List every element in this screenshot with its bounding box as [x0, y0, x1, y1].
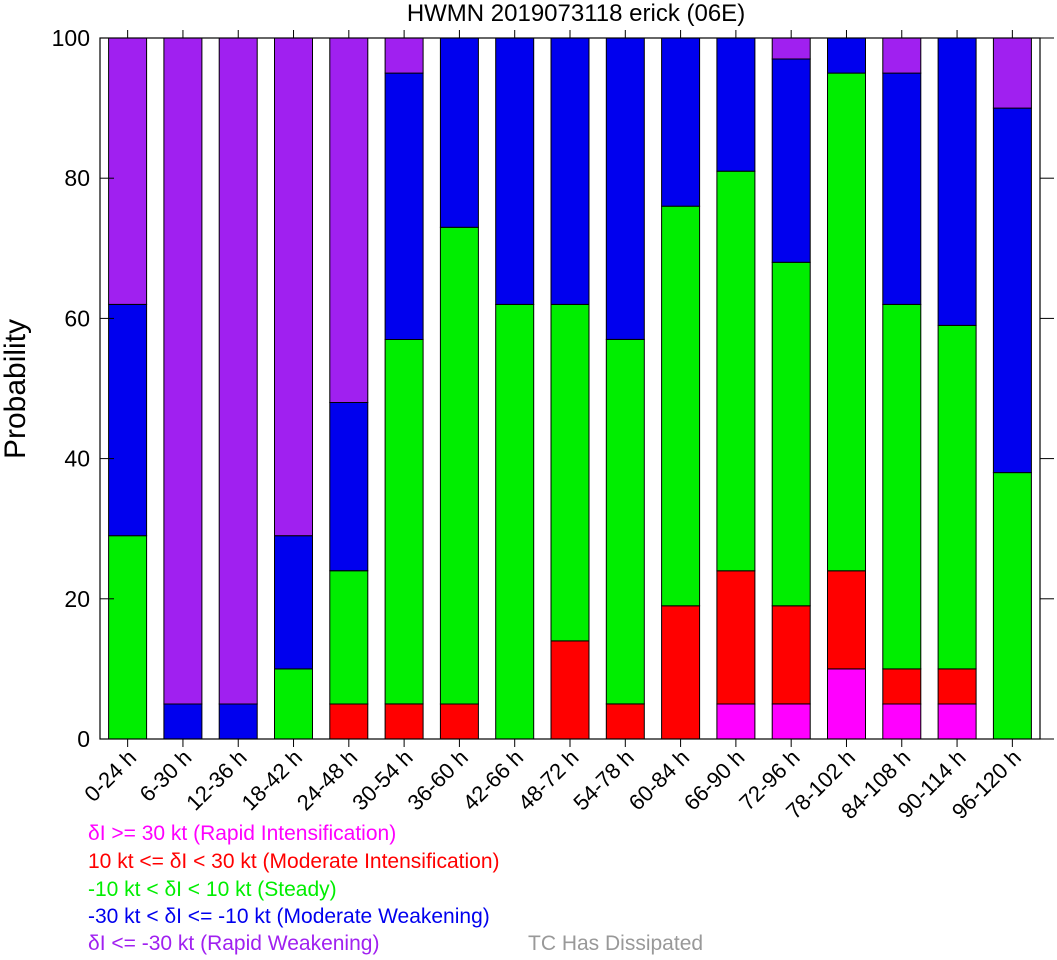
bar-segment-steady-5	[384, 338, 424, 705]
bar-segment-mw-11	[716, 37, 756, 172]
bar-segment-mi-15	[937, 668, 977, 705]
bar-segment-rw-16	[992, 37, 1032, 109]
bar-segment-mi-10	[661, 605, 701, 740]
bar-segment-ri-14	[882, 703, 922, 740]
legend-entry-tc-dissipated: TC Has Dissipated	[528, 932, 704, 955]
bar-segment-mi-9	[605, 703, 645, 740]
x-tick-label: 0-24 h	[79, 745, 141, 807]
bars-layer	[108, 37, 1032, 740]
x-tick-label: 36-60 h	[402, 745, 472, 815]
x-tick-label: 24-48 h	[292, 745, 362, 815]
bar-segment-rw-4	[329, 37, 369, 403]
bar-segment-mw-7	[495, 37, 535, 305]
y-tick-label: 0	[77, 726, 90, 752]
legend-entry-moderate-weakening: -30 kt < δI <= -10 kt (Moderate Weakenin…	[88, 905, 490, 928]
bar-segment-mi-13	[827, 570, 866, 670]
bar-segment-steady-11	[716, 170, 756, 572]
bar-segment-mw-14	[882, 72, 922, 305]
bar-segment-rw-2	[218, 37, 258, 705]
bar-segment-mi-12	[771, 605, 811, 705]
y-tick-label: 80	[64, 165, 90, 191]
y-tick-label: 20	[64, 586, 90, 612]
bar-segment-steady-8	[550, 303, 590, 642]
bar-segment-mi-5	[384, 703, 424, 740]
bar-segment-mw-0	[108, 303, 148, 537]
x-tick-label: 12-36 h	[181, 745, 251, 815]
legend-entry-rapid-weakening: δI <= -30 kt (Rapid Weakening)	[88, 932, 380, 955]
bar-segment-ri-11	[716, 703, 756, 740]
bar-segment-steady-16	[992, 472, 1032, 740]
plot-frame	[99, 37, 1041, 740]
x-tick-label: 30-54 h	[347, 745, 417, 815]
bar-segment-mw-15	[937, 37, 977, 326]
bar-segment-steady-15	[937, 324, 977, 670]
bar-segment-steady-3	[274, 668, 313, 740]
stacked-bar-chart: HWMN 2019073118 erick (06E) Probability …	[0, 0, 1054, 824]
bar-segment-mw-2	[218, 703, 258, 740]
bar-segment-mi-4	[329, 703, 369, 740]
legend-entry-steady: -10 kt < δI < 10 kt (Steady)	[88, 878, 337, 901]
bar-segment-mw-6	[439, 37, 479, 228]
x-tick-label: 66-90 h	[679, 745, 749, 815]
bar-segment-mw-3	[274, 535, 313, 670]
y-tick-label: 100	[52, 25, 90, 51]
x-tick-label: 18-42 h	[237, 745, 307, 815]
bar-segment-mw-9	[605, 37, 645, 340]
bar-segment-mw-12	[771, 58, 811, 263]
bar-segment-mw-1	[163, 703, 203, 740]
legend-entry-moderate-intensification: 10 kt <= δI < 30 kt (Moderate Intensific…	[88, 850, 500, 873]
y-axis-label: Probability	[0, 319, 32, 459]
bar-segment-steady-12	[771, 261, 811, 607]
bar-segment-ri-15	[937, 703, 977, 740]
bar-segment-steady-4	[329, 570, 369, 705]
bar-segment-mw-10	[661, 37, 701, 207]
bar-segment-mi-8	[550, 640, 590, 740]
bar-segment-mi-6	[439, 703, 479, 740]
bar-segment-mw-16	[992, 107, 1032, 474]
bar-segment-ri-12	[771, 703, 811, 740]
x-tick-label: 48-72 h	[513, 745, 583, 815]
bar-segment-steady-0	[108, 535, 148, 740]
bar-segment-ri-13	[827, 668, 866, 740]
bar-segment-steady-14	[882, 303, 922, 670]
x-tick-label: 42-66 h	[458, 745, 528, 815]
bar-segment-rw-5	[384, 37, 424, 74]
bar-segment-rw-14	[882, 37, 922, 74]
bar-segment-rw-1	[163, 37, 203, 705]
bar-segment-mi-11	[716, 570, 756, 705]
bar-segment-rw-3	[274, 37, 313, 537]
x-tick-label: 54-78 h	[568, 745, 638, 815]
bar-segment-steady-13	[827, 72, 866, 572]
legend-entry-rapid-intensification: δI >= 30 kt (Rapid Intensification)	[88, 822, 397, 845]
y-tick-label: 60	[64, 305, 90, 331]
bar-segment-steady-6	[439, 226, 479, 705]
bar-segment-mw-4	[329, 402, 369, 572]
bar-segment-mw-8	[550, 37, 590, 305]
bar-segment-rw-0	[108, 37, 148, 305]
bar-segment-mw-13	[827, 37, 866, 74]
chart-title: HWMN 2019073118 erick (06E)	[407, 0, 745, 27]
bar-segment-mi-14	[882, 668, 922, 705]
bar-segment-mw-5	[384, 72, 424, 340]
bar-segment-steady-7	[495, 303, 535, 740]
x-tick-label: 60-84 h	[624, 745, 694, 815]
bar-segment-steady-9	[605, 338, 645, 705]
bar-segment-rw-12	[771, 37, 811, 60]
bar-segment-steady-10	[661, 205, 701, 607]
y-tick-label: 40	[64, 446, 90, 472]
